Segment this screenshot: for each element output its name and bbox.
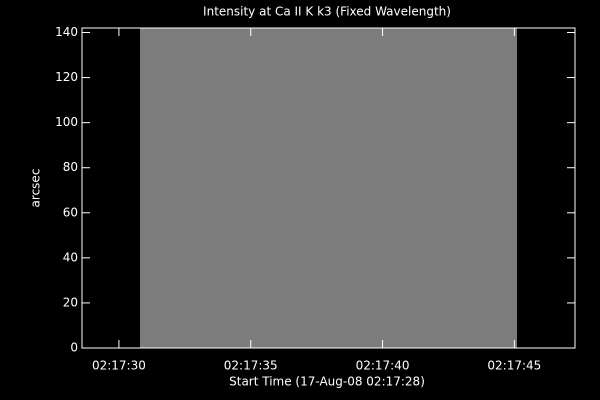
y-tick-label: 20 bbox=[63, 295, 78, 309]
y-tick-label: 140 bbox=[55, 25, 78, 39]
x-axis-label: Start Time (17-Aug-08 02:17:28) bbox=[229, 375, 425, 389]
plot-frame bbox=[81, 27, 576, 349]
x-tick-label: 02:17:45 bbox=[487, 359, 541, 373]
y-tick-label: 100 bbox=[55, 115, 78, 129]
y-tick-label: 0 bbox=[70, 341, 78, 355]
chart-title: Intensity at Ca II K k3 (Fixed Wavelengt… bbox=[203, 5, 451, 19]
y-tick-label: 40 bbox=[63, 250, 78, 264]
x-tick-label: 02:17:30 bbox=[92, 359, 146, 373]
x-tick-label: 02:17:40 bbox=[356, 359, 410, 373]
x-tick-label: 02:17:35 bbox=[224, 359, 278, 373]
image bbox=[140, 28, 517, 348]
y-tick-label: 120 bbox=[55, 70, 78, 84]
y-tick-label: 80 bbox=[63, 160, 78, 174]
y-tick-label: 60 bbox=[63, 205, 78, 219]
y-axis-label: arcsec bbox=[29, 169, 43, 208]
